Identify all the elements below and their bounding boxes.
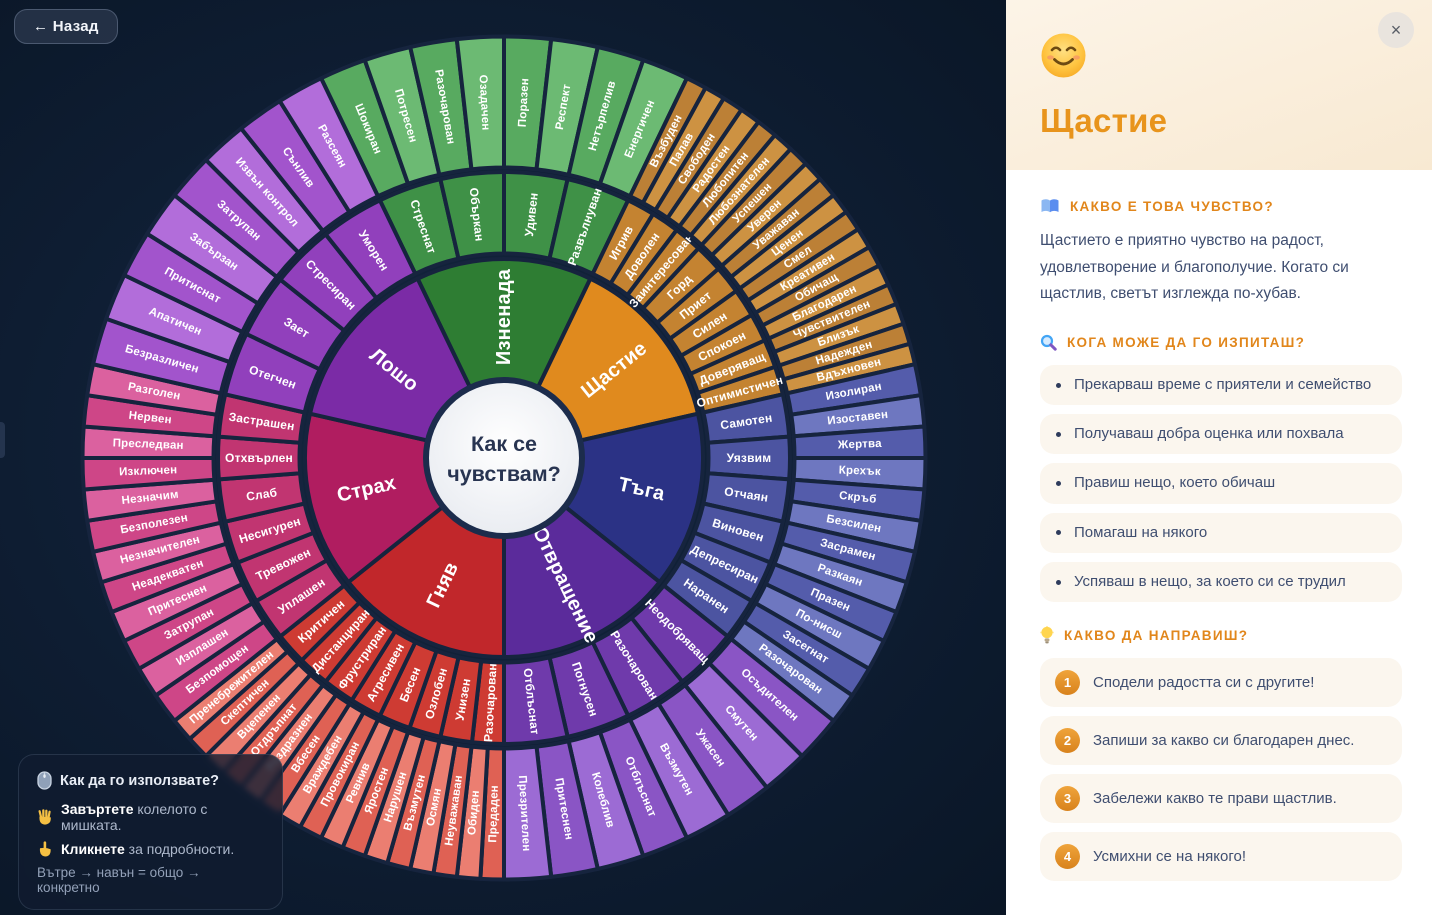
close-button[interactable]: × <box>1378 12 1414 48</box>
section-heading-about: КАКВО Е ТОВА ЧУВСТВО? <box>1040 198 1402 214</box>
segment-Уморен[interactable] <box>323 198 418 301</box>
section-heading-actions: КАКВО ДА НАПРАВИШ? <box>1040 626 1402 644</box>
when-item: Правиш нещо, което обичаш <box>1040 463 1402 504</box>
wheel-label: Скръб <box>838 490 877 506</box>
help-note: Вътре → навън = общо → конкретно <box>37 865 201 895</box>
when-item: Успяваш в нещо, за което си се трудил <box>1040 561 1402 603</box>
bullet-dot <box>1056 579 1061 585</box>
wheel-label: Преследван <box>112 437 183 452</box>
when-item: Прекарваш време с приятели и семейство <box>1040 364 1402 406</box>
section-heading-text: КАКВО ДА НАПРАВИШ? <box>1064 627 1249 643</box>
when-item-text: Правиш нещо, което обичаш <box>1074 474 1276 492</box>
panel-title: Щастие <box>1040 102 1168 139</box>
wheel-label: Изключен <box>119 464 178 478</box>
wheel-label: Удивен <box>522 192 541 237</box>
action-step: 3 Забележи какво те прави щастлив. <box>1040 774 1402 824</box>
about-text: Щастието е приятно чувство на радост, уд… <box>1040 232 1349 303</box>
bulb-icon <box>1040 626 1054 644</box>
wheel-label: Изненада <box>493 268 515 365</box>
when-item-text: Помагаш на някого <box>1074 523 1208 541</box>
wheel-center-text: Как се <box>471 432 537 456</box>
help-line-2: Кликнете за подробности. <box>61 841 235 857</box>
left-edge-handle[interactable] <box>0 422 5 458</box>
when-list: Прекарваш време с приятели и семейство По… <box>1040 364 1402 603</box>
action-step-text: Усмихни се на някого! <box>1093 847 1246 865</box>
wheel-center-text: чувствам? <box>447 462 561 486</box>
help-box: Как да го използвате? Завъртете колел <box>18 754 283 910</box>
when-item: Получаваш добра оценка или похвала <box>1040 414 1402 455</box>
panel-body: КАКВО Е ТОВА ЧУВСТВО? Щастието е приятно… <box>1006 170 1432 908</box>
wheel-label: Предаден <box>487 785 501 843</box>
wheel-label: Жертва <box>837 438 883 452</box>
wheel-label: Слаб <box>245 485 278 503</box>
action-step-text: Забележи какво те прави щастлив. <box>1093 789 1337 807</box>
wheel-area: Стреснат Шокиран Потресен Объркан Разочарова… <box>0 0 1006 915</box>
wheel-label: Нервен <box>128 410 172 427</box>
step-number: 3 <box>1055 786 1080 812</box>
segment-Разсеян[interactable] <box>277 76 380 215</box>
wheel-label: Разочарован <box>481 663 499 743</box>
back-button[interactable]: ← Назад <box>14 9 118 44</box>
bullet-dot <box>1056 481 1061 487</box>
wheel-label: Озадачен <box>476 74 491 131</box>
wheel-label: Объркан <box>467 187 487 242</box>
book-icon <box>1040 198 1060 214</box>
help-title-text: Как да го използвате? <box>60 772 220 789</box>
action-step-text: Запиши за какво си благодарен днес. <box>1093 731 1355 749</box>
mouse-icon <box>37 771 52 790</box>
help-line-1: Завъртете колелото с мишката. <box>61 801 208 833</box>
when-item-text: Получаваш добра оценка или похвала <box>1074 425 1344 443</box>
action-step: 1 Сподели радостта си с другите! <box>1040 658 1402 708</box>
action-step-text: Сподели радостта си с другите! <box>1093 673 1315 691</box>
hand-point-icon <box>37 841 53 857</box>
step-number: 2 <box>1055 728 1080 754</box>
section-heading-text: КАКВО Е ТОВА ЧУВСТВО? <box>1070 198 1274 214</box>
when-item: Помагаш на някого <box>1040 512 1402 553</box>
actions-list: 1 Сподели радостта си с другите! 2 Запиши з… <box>1040 658 1402 882</box>
panel-header: × Щастие <box>1006 0 1432 170</box>
when-item-text: Успяваш в нещо, за което си се трудил <box>1074 572 1346 590</box>
wheel-label: Отхвърлен <box>225 451 293 465</box>
bullet-dot <box>1056 530 1061 536</box>
action-step: 4 Усмихни се на някого! <box>1040 832 1402 882</box>
wheel-center-circle <box>423 377 585 539</box>
wheel-label: Поразен <box>517 78 532 128</box>
step-number: 4 <box>1055 844 1080 870</box>
when-item-text: Прекарваш време с приятели и семейство <box>1074 375 1372 393</box>
detail-panel: × Щастие <box>1006 0 1432 915</box>
step-number: 1 <box>1055 670 1080 696</box>
section-heading-text: КОГА МОЖЕ ДА ГО ИЗПИТАШ? <box>1067 334 1306 350</box>
happy-emoji <box>1040 32 1087 84</box>
wheel-label: Крехък <box>839 465 881 479</box>
hand-wave-icon <box>37 809 53 825</box>
bullet-dot <box>1056 382 1061 388</box>
section-heading-when: КОГА МОЖЕ ДА ГО ИЗПИТАШ? <box>1040 334 1402 351</box>
wheel-label: Уязвим <box>727 451 772 465</box>
action-step: 2 Запиши за какво си благодарен днес. <box>1040 716 1402 766</box>
wheel-label: Обиден <box>466 790 482 836</box>
wheel-label: Презрителен <box>516 775 532 852</box>
wheel-label: Отчаян <box>723 484 769 504</box>
magnifier-icon <box>1040 334 1057 351</box>
bullet-dot <box>1056 431 1061 437</box>
